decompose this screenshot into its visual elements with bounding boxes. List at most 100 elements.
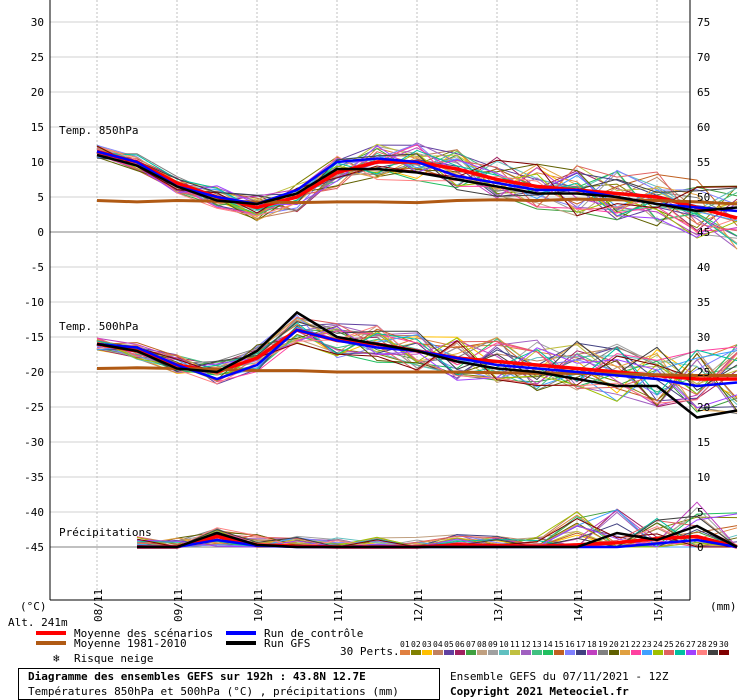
pert-number: 23 (642, 640, 652, 649)
pert-number: 04 (433, 640, 443, 649)
pert-swatch (653, 650, 663, 655)
pert-number: 12 (521, 640, 531, 649)
precip-run-gfs-line (137, 524, 738, 549)
left-axis-unit: (°C) (20, 600, 47, 613)
x-tick-label: 08/11 (92, 589, 105, 622)
right-tick-label: 45 (697, 226, 710, 239)
pert-swatch (686, 650, 696, 655)
t850-panel-label: Temp. 850hPa (59, 124, 138, 137)
plot-area (50, 0, 690, 600)
right-tick-label: 15 (697, 436, 710, 449)
pert-number: 15 (554, 640, 564, 649)
member-line (136, 513, 738, 548)
altitude-label: Alt. 241m (8, 616, 68, 629)
chart-subtitle: Températures 850hPa et 500hPa (°C) , pré… (28, 685, 399, 698)
right-tick-label: 5 (697, 506, 704, 519)
pert-number: 14 (543, 640, 553, 649)
pert-swatch (510, 650, 520, 655)
pert-swatch (422, 650, 432, 655)
pert-swatch (411, 650, 421, 655)
pert-number: 05 (444, 640, 454, 649)
right-tick-label: 65 (697, 86, 710, 99)
pert-number: 19 (598, 640, 608, 649)
right-axis-unit: (mm) (710, 600, 737, 613)
pert-swatch (400, 650, 410, 655)
pert-number: 07 (466, 640, 476, 649)
main-series (96, 149, 738, 549)
pert-swatch (719, 650, 729, 655)
snow-icon: ❄ (53, 652, 60, 665)
run-info: Ensemble GEFS du 07/11/2021 - 12Z (450, 670, 669, 683)
left-tick-label: 25 (31, 51, 44, 64)
left-tick-label: -20 (24, 366, 44, 379)
right-tick-label: 25 (697, 366, 710, 379)
right-tick-label: 35 (697, 296, 710, 309)
left-tick-label: -5 (31, 261, 44, 274)
pert-swatch (631, 650, 641, 655)
right-tick-label: 30 (697, 331, 710, 344)
right-tick-label: 60 (697, 121, 710, 134)
right-tick-label: 50 (697, 191, 710, 204)
pert-number: 09 (488, 640, 498, 649)
left-tick-label: -40 (24, 506, 44, 519)
perts-label: 30 Perts. (340, 645, 400, 658)
right-tick-label: 55 (697, 156, 710, 169)
pert-swatch (708, 650, 718, 655)
right-tick-label: 0 (697, 541, 704, 554)
legend-label: Run de contrôle (264, 627, 363, 640)
left-tick-label: 10 (31, 156, 44, 169)
x-tick-label: 15/11 (652, 589, 665, 622)
pert-swatch (609, 650, 619, 655)
pert-number: 11 (510, 640, 520, 649)
perturbation-legend: 30 Perts.01 02 03 04 05 06 07 08 09 10 11 12 13 14 15 1… (340, 640, 729, 658)
snow-label: Risque neige (74, 652, 153, 665)
x-tick-label: 10/11 (252, 589, 265, 622)
left-tick-label: -35 (24, 471, 44, 484)
pert-number: 29 (708, 640, 718, 649)
pert-number: 30 (719, 640, 729, 649)
pert-swatch (433, 650, 443, 655)
left-tick-label: -30 (24, 436, 44, 449)
pert-number: 02 (411, 640, 421, 649)
x-tick-label: 09/11 (172, 589, 185, 622)
member-line (96, 321, 738, 391)
t500-run-gfs-line (96, 310, 738, 419)
pert-number: 22 (631, 640, 641, 649)
legend-label: Moyenne 1981-2010 (74, 637, 187, 650)
x-tick-label: 13/11 (492, 589, 505, 622)
left-tick-label: -15 (24, 331, 44, 344)
x-tick-label: 12/11 (412, 589, 425, 622)
pert-swatch (444, 650, 454, 655)
pert-swatch (499, 650, 509, 655)
member-line (96, 143, 738, 216)
pert-swatch (642, 650, 652, 655)
member-line (96, 325, 738, 404)
chart-info-box (18, 668, 440, 700)
pert-swatch (675, 650, 685, 655)
pert-number: 27 (686, 640, 696, 649)
pert-number: 25 (664, 640, 674, 649)
left-tick-label: -10 (24, 296, 44, 309)
left-tick-label: -25 (24, 401, 44, 414)
member-line (96, 149, 738, 245)
pert-number: 08 (477, 640, 487, 649)
pert-number: 26 (675, 640, 685, 649)
chart-title: Diagramme des ensembles GEFS sur 192h : … (28, 670, 366, 683)
pert-swatch (554, 650, 564, 655)
pert-number: 18 (587, 640, 597, 649)
pert-swatch (576, 650, 586, 655)
pert-swatch (598, 650, 608, 655)
pert-number: 21 (620, 640, 630, 649)
right-tick-label: 70 (697, 51, 710, 64)
left-tick-label: 0 (37, 226, 44, 239)
left-tick-label: 5 (37, 191, 44, 204)
precip-panel-label: Précipitations (59, 526, 152, 539)
t500-moyenne-1981-2010-line (96, 366, 737, 377)
pert-swatch (466, 650, 476, 655)
pert-number: 28 (697, 640, 707, 649)
x-tick-label: 11/11 (332, 589, 345, 622)
pert-number: 01 (400, 640, 410, 649)
pert-number: 20 (609, 640, 619, 649)
